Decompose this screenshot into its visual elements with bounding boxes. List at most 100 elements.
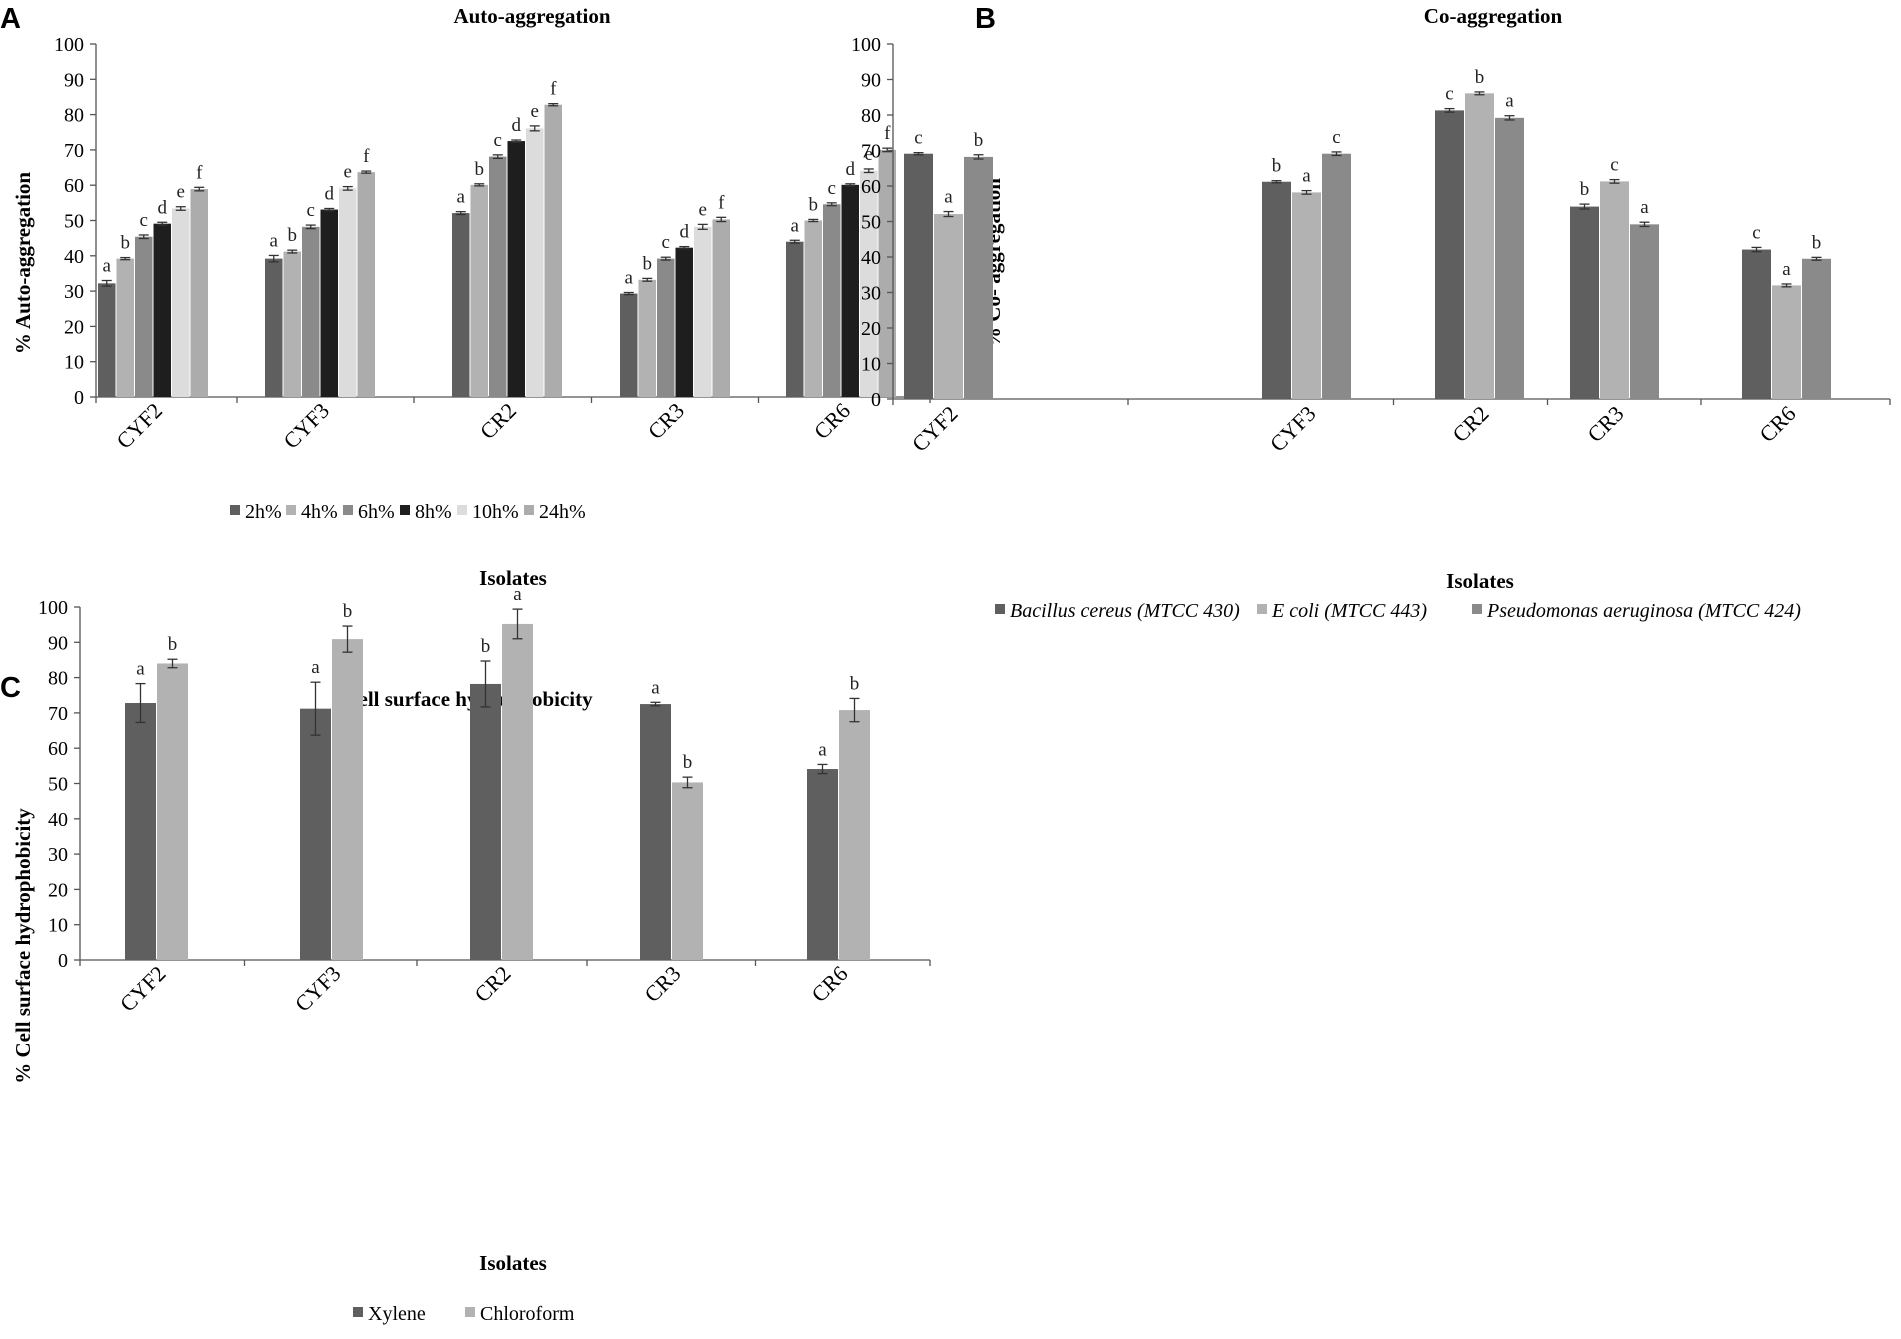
legend: Xylene Chloroform [353, 1303, 575, 1325]
bar [1600, 181, 1629, 399]
y-tick-label: 30 [48, 844, 68, 866]
chart-cell-surface-hydrophobicity: Cell surface hydrophobicity % Cell surfa… [11, 584, 931, 1325]
x-tick-label: CYF3 [290, 961, 346, 1017]
y-tick-label: 40 [48, 809, 68, 831]
y-tick-label: 70 [861, 141, 881, 163]
significance-label: c [828, 178, 836, 199]
y-tick-label: 20 [48, 879, 68, 901]
legend-swatch [343, 505, 353, 515]
significance-label: b [288, 225, 298, 246]
significance-label: f [363, 146, 370, 167]
legend-label: Chloroform [480, 1303, 575, 1325]
bar [1802, 258, 1831, 399]
bar [1570, 206, 1599, 399]
significance-label: a [651, 677, 660, 698]
significance-label: a [136, 659, 145, 680]
bar [283, 251, 301, 397]
legend-label: 24h% [539, 501, 586, 523]
bar [526, 128, 544, 397]
bar [452, 213, 470, 397]
x-tick-label: CYF2 [907, 401, 963, 457]
legend-label: 10h% [472, 501, 519, 523]
significance-label: a [311, 657, 320, 678]
bar [339, 188, 357, 397]
bar [694, 226, 712, 397]
significance-label: b [121, 233, 131, 254]
significance-label: e [177, 182, 185, 203]
y-axis: 0 10 20 30 40 50 60 70 80 90 100 [851, 34, 1890, 411]
significance-label: c [140, 210, 148, 231]
y-axis: 0 10 20 30 40 50 60 70 80 90 100 [38, 597, 930, 972]
y-tick-label: 50 [48, 774, 68, 796]
significance-label: a [625, 268, 634, 289]
significance-label: d [846, 159, 856, 180]
bar [502, 623, 533, 960]
bar [1322, 153, 1351, 399]
bar [934, 214, 963, 399]
panel-letter-a: A [0, 3, 21, 35]
significance-label: f [884, 123, 891, 144]
y-tick-label: 40 [64, 246, 84, 268]
bar [507, 141, 525, 397]
bar [839, 710, 870, 960]
significance-label: c [1332, 127, 1340, 148]
significance-label: b [1812, 232, 1822, 253]
significance-label: a [1640, 197, 1649, 218]
significance-label: a [1302, 166, 1311, 187]
significance-label: c [1752, 222, 1760, 243]
significance-label: a [1782, 259, 1791, 280]
significance-label: f [550, 79, 557, 100]
bar [620, 293, 638, 397]
legend: 2h% 4h% 6h% 8h% 10h% 24h% [230, 501, 586, 523]
bars: a a b a a b b a b b [125, 584, 870, 960]
bar [1772, 285, 1801, 399]
significance-label: d [158, 197, 168, 218]
y-tick-label: 80 [64, 105, 84, 127]
y-tick-label: 90 [48, 632, 68, 654]
bar [332, 639, 363, 960]
bar [302, 226, 320, 397]
significance-label: f [718, 192, 725, 213]
bar [878, 149, 896, 397]
bar [157, 663, 188, 960]
bar [904, 153, 933, 399]
bar [807, 769, 838, 960]
bar [470, 184, 488, 397]
legend-label: Xylene [368, 1303, 426, 1325]
x-tick-label: CR3 [639, 961, 685, 1007]
x-tick-label: CYF2 [115, 961, 171, 1017]
bar [640, 704, 671, 960]
bar [190, 189, 208, 397]
bar [544, 104, 562, 397]
y-tick-label: 100 [54, 34, 84, 56]
legend-swatch [1472, 604, 1482, 614]
significance-label: b [974, 130, 984, 151]
bar [1262, 181, 1291, 399]
significance-label: a [270, 230, 279, 251]
y-tick-label: 100 [38, 597, 68, 619]
legend-swatch [353, 1307, 363, 1317]
bar [116, 258, 134, 397]
y-tick-label: 30 [64, 281, 84, 303]
bar [860, 170, 878, 397]
y-axis-title: % Auto-aggregation [11, 172, 35, 355]
significance-label: e [865, 144, 873, 165]
significance-label: b [343, 601, 353, 622]
y-tick-label: 20 [861, 318, 881, 340]
legend-label: Pseudomonas aeruginosa (MTCC 424) [1486, 600, 1801, 622]
y-tick-label: 60 [48, 738, 68, 760]
legend-label: 6h% [358, 501, 395, 523]
x-tick-label: CR6 [809, 398, 855, 444]
y-tick-label: 60 [861, 176, 881, 198]
bar [1465, 93, 1494, 399]
significance-label: d [680, 222, 690, 243]
y-tick-label: 0 [871, 389, 881, 411]
legend-swatch [286, 505, 296, 515]
y-tick-label: 70 [64, 140, 84, 162]
y-tick-label: 60 [64, 175, 84, 197]
bar [712, 219, 730, 397]
y-axis-title: % Cell surface hydrophobicity [11, 808, 35, 1084]
bar [135, 236, 153, 397]
